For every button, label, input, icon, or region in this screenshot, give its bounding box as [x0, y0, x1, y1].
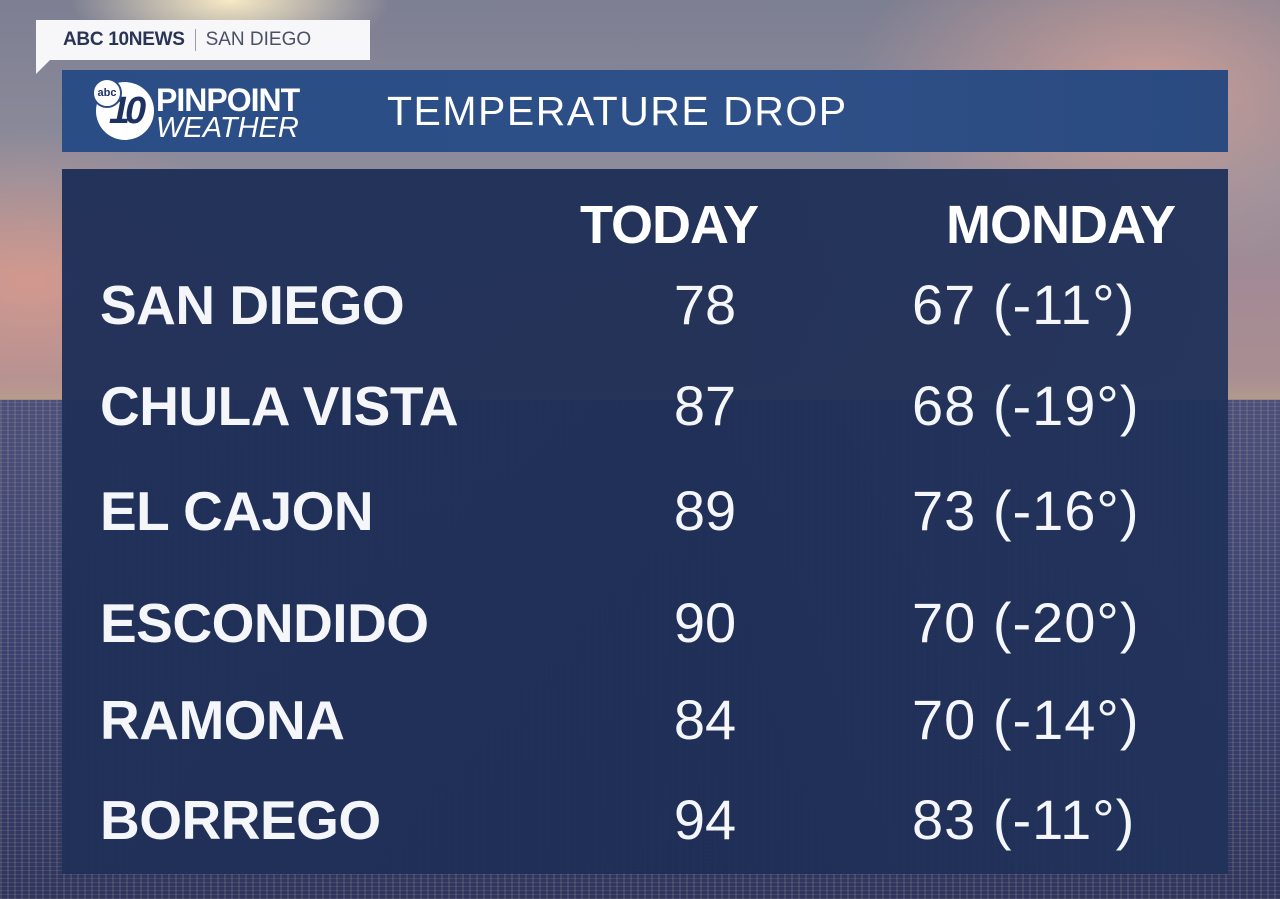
station-tag: ABC 10NEWS SAN DIEGO [36, 20, 370, 74]
table-row: BORREGO 94 83 (-11°) [0, 787, 1280, 857]
today-temp: 94 [673, 788, 737, 851]
table-row: ESCONDIDO 90 70 (-20°) [0, 590, 1280, 660]
table-row: RAMONA 84 70 (-14°) [0, 687, 1280, 757]
today-temp: 87 [673, 374, 737, 437]
city-name: ESCONDIDO [100, 592, 429, 654]
divider [194, 29, 196, 51]
table-row: SAN DIEGO 78 67 (-11°) [0, 272, 1280, 342]
city-name: EL CAJON [100, 480, 374, 542]
station-name: ABC 10NEWS [63, 29, 185, 50]
station-city: SAN DIEGO [205, 29, 312, 50]
today-temp: 78 [673, 273, 737, 336]
monday-temp: 73 (-16°) [912, 479, 1140, 542]
table-row: CHULA VISTA 87 68 (-19°) [0, 373, 1280, 443]
city-name: SAN DIEGO [100, 274, 405, 336]
column-header-monday: MONDAY [946, 195, 1176, 255]
abc-logo-icon: abc [92, 78, 122, 108]
title-bar: 10 abc PINPOINT WEATHER TEMPERATURE DROP [62, 70, 1228, 152]
city-name: RAMONA [100, 689, 345, 751]
monday-temp: 67 (-11°) [912, 273, 1136, 336]
monday-temp: 68 (-19°) [912, 374, 1140, 437]
page-title: TEMPERATURE DROP [387, 87, 848, 134]
monday-temp: 70 (-20°) [912, 591, 1140, 654]
logo-weather-text: WEATHER [156, 112, 299, 144]
today-temp: 89 [673, 479, 737, 542]
city-name: BORREGO [100, 789, 381, 851]
logo-pinpoint-text: PINPOINT [156, 82, 300, 118]
pinpoint-weather-logo: 10 abc PINPOINT WEATHER [62, 70, 300, 152]
monday-temp: 70 (-14°) [912, 688, 1140, 751]
temperature-table-panel [62, 169, 1228, 874]
city-name: CHULA VISTA [100, 375, 459, 437]
monday-temp: 83 (-11°) [912, 788, 1136, 851]
today-temp: 90 [673, 591, 737, 654]
today-temp: 84 [673, 688, 737, 751]
column-header-today: TODAY [580, 195, 759, 255]
table-row: EL CAJON 89 73 (-16°) [0, 478, 1280, 548]
